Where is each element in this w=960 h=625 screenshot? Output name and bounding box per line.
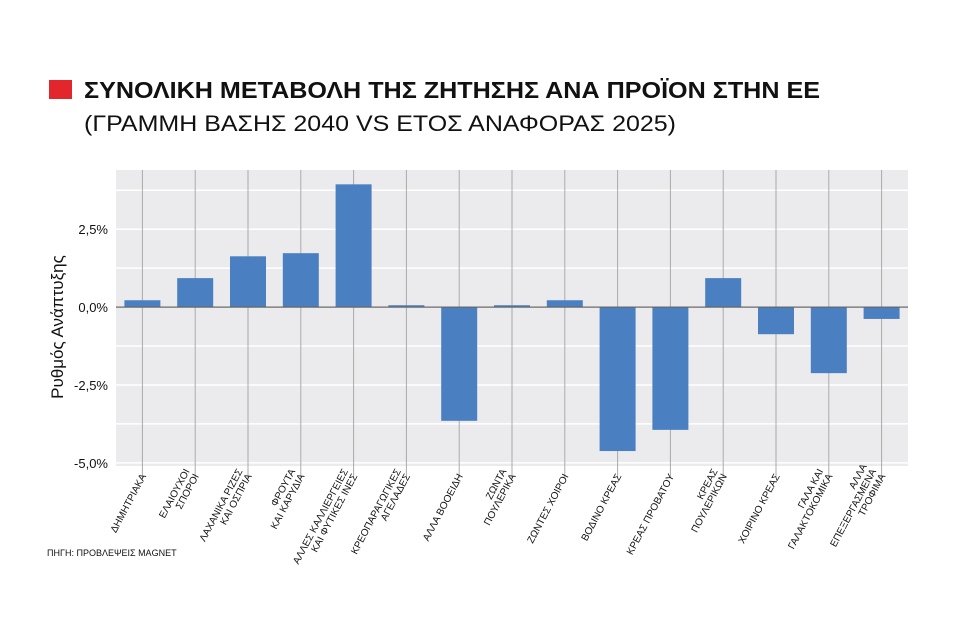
bar xyxy=(177,278,214,308)
y-tick-label: -2,5% xyxy=(74,378,108,393)
x-tick-label: ΔΗΜΗΤΡΙΑΚΑ xyxy=(109,472,149,535)
bar xyxy=(652,307,689,430)
bar xyxy=(863,307,900,319)
y-tick-label: 0,0% xyxy=(78,300,108,315)
source: ΠΗΓΗ: ΠΡΟΒΛΕΨΕΙΣ MAGNET xyxy=(47,548,177,558)
x-tick-label: ΖΩΝΤΕΣ ΧΟΙΡΟΙ xyxy=(526,472,572,545)
x-tick-label-line: ΧΟΙΡΙΝΟ ΚΡΕΑΣ xyxy=(737,472,783,545)
x-tick-label-line: ΖΩΝΤΕΣ ΧΟΙΡΟΙ xyxy=(526,472,572,545)
chart-title: ΣΥΝΟΛΙΚΗ ΜΕΤΑΒΟΛΗ ΤΗΣ ΖΗΤΗΣΗΣ ΑΝΑ ΠΡΟΪΟΝ… xyxy=(84,77,820,103)
bar xyxy=(388,305,425,308)
x-tick-label: ΕΛΑΙΟΥΧΟΙΣΠΟΡΟΙ xyxy=(157,467,201,525)
bar xyxy=(124,300,161,308)
title-marker xyxy=(49,80,72,99)
bar xyxy=(282,253,319,308)
x-tick-label-line: ΑΛΛΑ ΒΟΟΕΙΔΗ xyxy=(421,472,466,543)
x-tick-label: ΛΑΧΑΝΙΚΑ ΡΙΖΕΣΚΑΙ ΟΣΠΡΙΑ xyxy=(198,467,255,549)
x-tick-label: ΚΡΕΟΠΑΡΑΓΩΓΙΚΕΣΑΓΕΛΑΔΕΣ xyxy=(349,467,413,561)
x-tick-label: ΒΟΔΙΝΟ ΚΡΕΑΣ xyxy=(580,472,625,543)
x-tick-label: ΑΛΛΑ ΒΟΟΕΙΔΗ xyxy=(421,472,466,543)
x-tick-label: ΧΟΙΡΙΝΟ ΚΡΕΑΣ xyxy=(737,472,783,545)
bar xyxy=(810,307,847,374)
bar xyxy=(441,307,478,421)
bar xyxy=(494,305,530,308)
x-tick-label-line: ΚΡΕΑΣ ΠΡΟΒΑΤΟΥ xyxy=(625,472,677,557)
y-tick-label: 2,5% xyxy=(78,222,108,237)
x-tick-label: ΦΡΟΥΤΑΚΑΙ ΚΑΡΥΔΙΑ xyxy=(260,467,308,531)
bar xyxy=(546,300,583,308)
x-tick-label: ΓΑΛΑ ΚΑΙΓΑΛΑΚΤΟΚΟΜΙΚΑ xyxy=(777,467,835,551)
bar xyxy=(758,307,794,335)
x-tick-label: ΚΡΕΑΣΠΟΥΛΕΡΙΚΩΝ xyxy=(680,467,729,534)
chart-subtitle: (ΓΡΑΜΜΗ ΒΑΣΗΣ 2040 VS ΕΤΟΣ ΑΝΑΦΟΡΑΣ 2025… xyxy=(84,111,676,136)
x-tick-label: ΚΡΕΑΣ ΠΡΟΒΑΤΟΥ xyxy=(625,472,677,557)
y-axis-label: Ρυθμός Ανάπτυξης xyxy=(48,255,67,399)
x-tick-label-line: ΒΟΔΙΝΟ ΚΡΕΑΣ xyxy=(580,472,625,543)
bar xyxy=(335,184,372,308)
bar xyxy=(599,307,636,452)
bar xyxy=(230,256,266,308)
x-tick-label: ΖΩΝΤΑΠΟΥΛΕΡΙΚΑ xyxy=(473,467,519,527)
x-tick-label-line: ΔΗΜΗΤΡΙΑΚΑ xyxy=(109,472,149,535)
bar xyxy=(705,278,742,308)
y-tick-label: -5,0% xyxy=(74,456,108,471)
